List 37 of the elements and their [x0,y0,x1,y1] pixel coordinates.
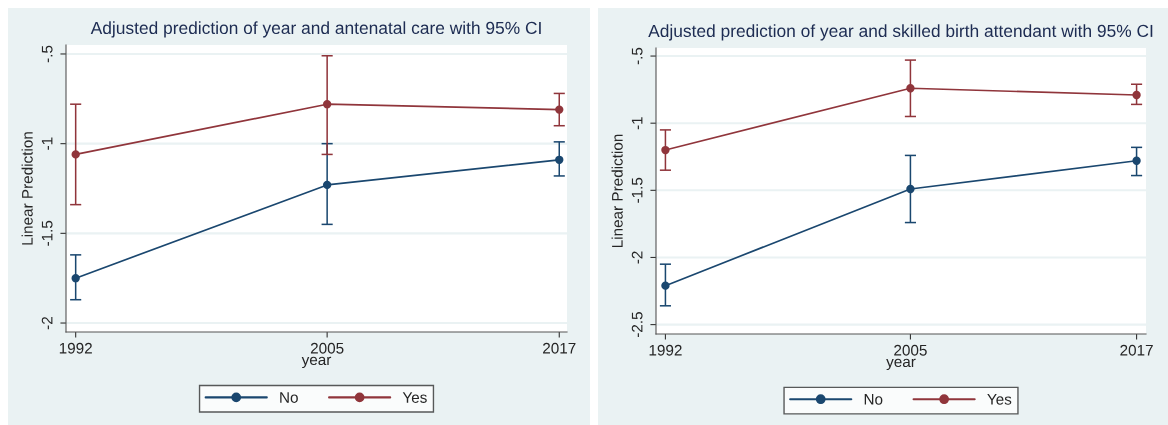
x-axis-title: year [886,358,916,371]
y-tick-label: -1.5 [41,220,53,246]
y-tick-label: -1 [41,137,53,150]
point [661,145,670,155]
x-tick-label: 2017 [543,342,576,354]
legend-label: No [864,394,883,405]
x-tick-label: 1992 [649,344,682,356]
point [71,274,80,283]
x-axis-title: year [301,356,332,369]
point [906,84,915,93]
y-axis-title: Linear Prediction [611,134,623,248]
y-axis-title: Linear Prediction [21,132,33,245]
legend-label: Yes [987,394,1012,405]
legend-label: No [280,392,298,403]
point [906,184,915,194]
x-tick-label: 1992 [59,342,92,354]
y-tick-label: -2 [631,251,643,264]
y-tick-label: -2.5 [631,312,643,338]
y-tick-label: -.5 [631,47,643,65]
x-tick-label: 2005 [310,342,344,354]
x-tick-label: 2005 [894,344,927,356]
point [1132,156,1141,165]
x-tick-label: 2017 [1120,344,1153,356]
y-tick-label: -1 [631,117,643,130]
point [71,150,80,159]
y-tick-label: -2 [41,317,53,330]
point [661,281,670,290]
point [555,105,564,114]
y-tick-label: -1.5 [631,177,643,203]
chart-title: Adjusted prediction of year and skilled birth attendant with 95% CI [648,24,1153,41]
point [555,155,564,164]
y-tick-label: -.5 [41,45,53,63]
legend-label: Yes [402,392,427,403]
point [322,100,332,109]
point [322,180,332,190]
point [1132,90,1141,100]
chart-title: Adjusted prediction of year and antenatal care with 95% CI [90,21,541,38]
